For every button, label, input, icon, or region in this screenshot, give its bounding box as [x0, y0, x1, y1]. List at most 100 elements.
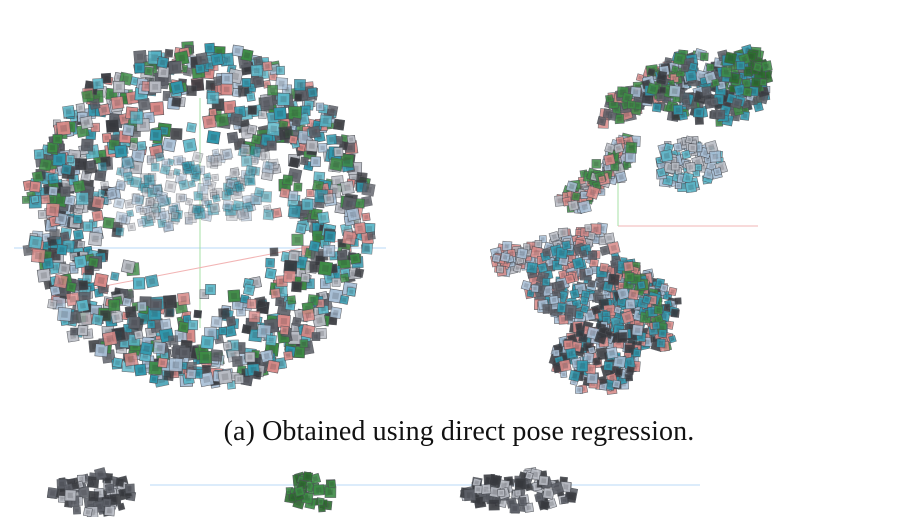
image-thumbnail — [229, 112, 243, 127]
image-thumbnail — [36, 268, 52, 283]
image-thumbnail — [163, 294, 178, 309]
image-thumbnail — [222, 199, 233, 211]
image-thumbnail — [181, 160, 191, 170]
image-thumbnail — [713, 167, 722, 176]
image-thumbnail — [145, 211, 156, 222]
image-thumbnail — [74, 158, 88, 171]
image-thumbnail — [120, 259, 136, 275]
image-thumbnail — [105, 119, 120, 133]
image-thumbnail — [239, 294, 250, 304]
image-thumbnail — [53, 273, 69, 289]
image-thumbnail — [202, 176, 212, 187]
image-thumbnail — [240, 155, 253, 167]
image-thumbnail — [273, 106, 287, 121]
image-thumbnail — [161, 158, 171, 168]
image-thumbnail — [279, 187, 291, 199]
image-thumbnail — [306, 189, 315, 198]
image-thumbnail — [514, 478, 527, 490]
image-thumbnail — [319, 114, 333, 128]
image-thumbnail — [291, 281, 303, 293]
image-thumbnail — [624, 151, 636, 163]
image-thumbnail — [565, 347, 577, 360]
image-thumbnail — [329, 306, 343, 319]
image-thumbnail — [123, 351, 139, 367]
image-thumbnail — [488, 499, 500, 511]
image-thumbnail — [210, 52, 224, 67]
image-thumbnail — [603, 361, 614, 371]
image-thumbnail — [136, 141, 147, 151]
image-thumbnail — [246, 92, 256, 102]
image-thumbnail — [139, 207, 147, 215]
image-thumbnail — [463, 488, 476, 502]
image-thumbnail — [262, 61, 273, 72]
image-thumbnail — [279, 325, 290, 336]
image-thumbnail — [596, 115, 607, 126]
image-thumbnail — [88, 231, 103, 247]
image-thumbnail — [656, 167, 667, 178]
pose-scatter-bottom-row — [46, 467, 700, 517]
image-thumbnail — [153, 341, 167, 355]
image-thumbnail — [688, 143, 698, 153]
image-thumbnail — [706, 63, 715, 72]
image-thumbnail — [674, 297, 682, 305]
image-thumbnail — [554, 280, 566, 292]
image-thumbnail — [205, 80, 216, 91]
image-thumbnail — [291, 316, 302, 327]
image-thumbnail — [31, 170, 44, 183]
image-thumbnail — [711, 78, 720, 87]
image-thumbnail — [598, 375, 608, 385]
image-thumbnail — [94, 343, 109, 358]
image-thumbnail — [49, 229, 60, 240]
image-thumbnail — [680, 63, 689, 73]
image-thumbnail — [270, 288, 281, 299]
image-thumbnail — [724, 51, 738, 65]
image-thumbnail — [615, 171, 628, 184]
image-thumbnail — [127, 222, 136, 232]
image-thumbnail — [538, 475, 549, 486]
image-thumbnail — [121, 155, 135, 169]
image-thumbnail — [516, 247, 528, 260]
image-thumbnail — [266, 140, 277, 151]
image-thumbnail — [652, 102, 662, 113]
image-thumbnail — [249, 145, 262, 158]
next-figure-row-preview — [0, 455, 918, 517]
image-thumbnail — [673, 142, 683, 152]
image-thumbnail — [656, 338, 666, 348]
image-thumbnail — [656, 70, 668, 81]
image-thumbnail — [187, 179, 197, 189]
image-thumbnail — [84, 265, 94, 276]
image-thumbnail — [261, 161, 275, 175]
image-thumbnail — [668, 85, 681, 98]
image-thumbnail — [760, 60, 773, 72]
image-thumbnail — [322, 244, 336, 258]
image-thumbnail — [182, 138, 198, 153]
image-thumbnail — [580, 191, 589, 199]
image-thumbnail — [623, 261, 634, 272]
image-thumbnail — [567, 199, 580, 212]
image-thumbnail — [759, 78, 768, 87]
image-thumbnail — [241, 324, 252, 335]
image-thumbnail — [264, 267, 277, 280]
image-thumbnail — [685, 181, 697, 194]
image-thumbnail — [115, 477, 125, 487]
image-thumbnail — [682, 97, 691, 106]
image-thumbnail — [114, 226, 125, 237]
image-thumbnail — [615, 136, 625, 146]
image-thumbnail — [564, 312, 573, 321]
image-thumbnail — [542, 248, 551, 257]
image-thumbnail — [52, 152, 66, 167]
image-thumbnail — [52, 134, 63, 145]
image-thumbnail — [220, 83, 233, 96]
image-thumbnail — [715, 109, 726, 120]
image-thumbnail — [709, 150, 722, 163]
image-thumbnail — [211, 193, 221, 203]
image-thumbnail — [173, 168, 181, 177]
image-thumbnail — [587, 280, 596, 288]
image-thumbnail — [591, 159, 602, 169]
image-thumbnail — [271, 207, 283, 219]
image-thumbnail — [130, 111, 144, 125]
image-thumbnail — [134, 62, 145, 74]
image-thumbnail — [221, 148, 234, 161]
image-thumbnail — [301, 308, 316, 323]
image-thumbnail — [110, 96, 125, 110]
